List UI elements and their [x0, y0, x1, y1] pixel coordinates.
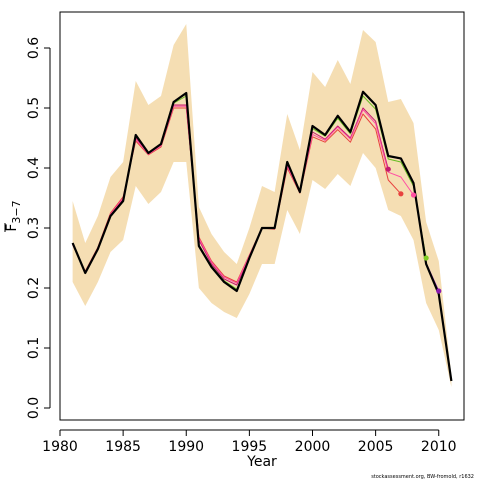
- x-tick-label: 1995: [232, 439, 268, 455]
- confidence-band: [72, 24, 452, 387]
- y-axis-title-subscript: 3−7: [10, 200, 23, 223]
- y-tick-label: 0.0: [26, 397, 42, 419]
- y-tick-label: 0.3: [26, 217, 42, 239]
- series-line-0: [71, 90, 453, 382]
- plot-frame: [59, 11, 465, 421]
- y-axis-title-main: F: [4, 224, 20, 232]
- x-tick-label: 1980: [42, 439, 78, 455]
- x-tick-label: 1985: [105, 439, 141, 455]
- endpoint-marker-5: [436, 288, 442, 294]
- y-axis-title-text: F3−7: [4, 200, 23, 231]
- y-tick-label: 0.2: [26, 277, 42, 299]
- series-lines: [71, 90, 453, 382]
- x-axis-title: Year: [246, 454, 277, 470]
- endpoint-marker-2: [385, 166, 391, 172]
- y-tick-label: 0.6: [26, 37, 42, 59]
- x-tick-label: 1990: [168, 439, 204, 455]
- x-tick-label: 2010: [421, 439, 457, 455]
- source-credit: stockassessment.org, BW-fromold, r1632: [371, 474, 474, 480]
- confidence-band-area: [72, 24, 452, 387]
- y-axis: 0.0 0.1 0.2 0.3 0.4 0.5 0.6: [26, 37, 51, 419]
- y-axis-title: F3−7: [4, 200, 23, 232]
- y-tick-label: 0.5: [26, 97, 42, 119]
- endpoint-marker-4: [423, 255, 429, 261]
- endpoint-marker-3: [410, 192, 417, 198]
- endpoint-markers: [385, 166, 442, 294]
- x-tick-label: 2005: [358, 439, 394, 455]
- y-tick-label: 0.4: [26, 157, 42, 179]
- x-tick-label: 2000: [295, 439, 331, 455]
- y-tick-label: 0.1: [26, 337, 42, 359]
- endpoint-marker-1: [398, 191, 404, 197]
- x-axis: 1980 1985 1990 1995 2000 2005 2010: [42, 429, 457, 455]
